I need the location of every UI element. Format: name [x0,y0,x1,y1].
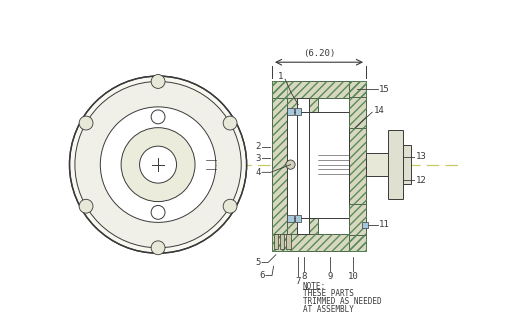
Bar [287,218,318,234]
Text: 15: 15 [379,85,390,94]
Text: 11: 11 [379,220,390,229]
Bar [403,145,410,184]
Circle shape [286,160,295,169]
Circle shape [140,146,177,183]
Text: 13: 13 [416,153,427,161]
Text: 10: 10 [348,273,358,281]
Circle shape [151,241,165,255]
Bar [349,204,366,235]
Text: NOTE:: NOTE: [303,282,326,291]
Circle shape [121,128,195,201]
Bar [287,218,318,234]
Circle shape [75,82,241,248]
Bar [349,82,366,251]
Text: 2: 2 [255,142,261,151]
Bar [295,108,301,115]
Text: TRIMMED AS NEEDED: TRIMMED AS NEEDED [303,297,382,306]
Bar [272,82,287,251]
Text: THESE PARTS: THESE PARTS [303,289,354,298]
Bar [295,215,301,222]
Bar [287,98,318,112]
Circle shape [100,107,216,222]
Bar [287,112,349,218]
Circle shape [151,75,165,88]
Bar [297,98,309,234]
Text: 12: 12 [416,175,427,185]
Circle shape [70,77,246,252]
Text: 9: 9 [327,273,333,281]
Bar [349,97,366,128]
Text: 4: 4 [255,168,261,177]
Text: 6: 6 [259,271,264,280]
Text: AT ASSEMBLY: AT ASSEMBLY [303,305,354,314]
Bar [272,234,366,251]
Bar [366,153,397,176]
Text: 5: 5 [255,258,261,267]
Bar [287,215,294,222]
Circle shape [151,110,165,124]
Bar [387,130,403,199]
Text: 14: 14 [374,106,384,115]
Circle shape [223,116,237,130]
Bar [362,222,368,228]
Circle shape [79,199,93,213]
Bar [280,234,284,249]
Bar [272,82,366,98]
Text: 1: 1 [278,72,284,81]
Bar [349,82,366,251]
Circle shape [151,205,165,219]
Circle shape [223,199,237,213]
Circle shape [79,116,93,130]
Bar [349,97,366,128]
Text: 3: 3 [255,154,261,163]
Bar [273,234,278,249]
Text: 7: 7 [296,277,301,286]
Bar [272,82,366,98]
Bar [286,234,290,249]
Bar [287,98,318,112]
Bar [272,82,287,251]
Bar [272,234,366,251]
Bar [349,204,366,235]
Text: (6.20): (6.20) [303,49,335,58]
Text: 8: 8 [302,273,307,281]
Bar [287,108,294,115]
